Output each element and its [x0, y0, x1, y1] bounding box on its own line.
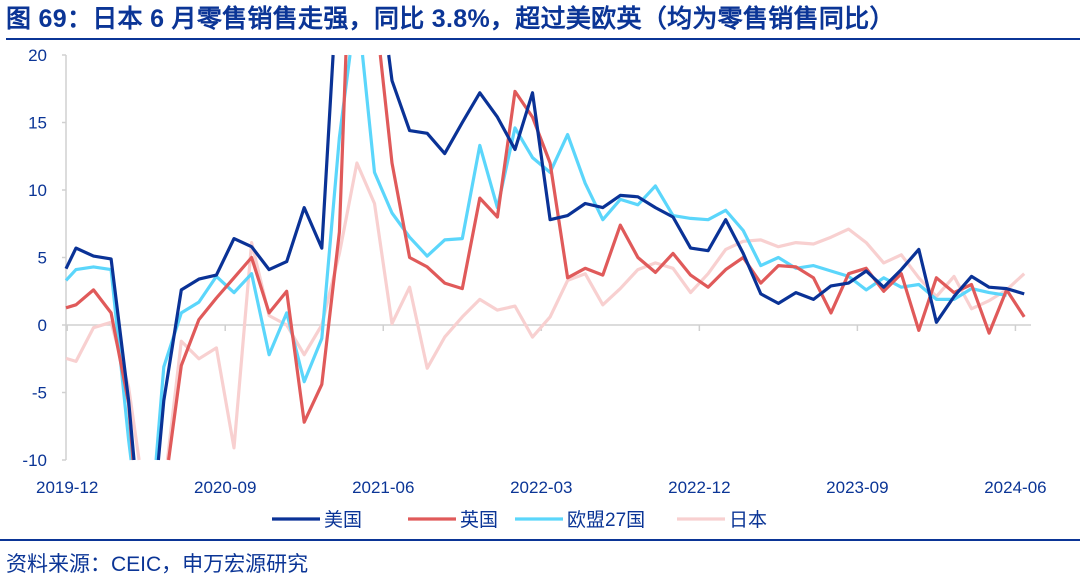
legend-label: 欧盟27国	[567, 509, 645, 531]
title-divider	[6, 38, 1080, 40]
legend-label: 日本	[729, 509, 767, 531]
axes: 20 15 10 5 0 -5 -10 2019-12 2020-09 2021-06 2022-0…	[22, 46, 1046, 497]
y-tick-label: 5	[38, 249, 47, 268]
x-tick-label: 2024-06	[984, 478, 1046, 497]
x-tick-label: 2019-12	[36, 478, 98, 497]
y-tick-label: 20	[28, 46, 47, 65]
source-note: 资料来源：CEIC，申万宏源研究	[6, 553, 309, 576]
series-line-0	[64, 54, 1025, 461]
y-tick-label: -10	[22, 451, 47, 470]
series-lines	[64, 54, 1026, 461]
x-tick-label: 2021-06	[352, 478, 414, 497]
x-tick-label: 2023-09	[826, 478, 888, 497]
y-tick-label: 15	[28, 114, 47, 133]
legend: 美国 英国 欧盟27国 日本	[272, 509, 767, 531]
legend-label: 英国	[460, 509, 498, 531]
y-tick-label: 0	[38, 316, 47, 335]
x-tick-label: 2022-12	[668, 478, 730, 497]
y-tick-label: 10	[28, 181, 47, 200]
series-line-3	[65, 161, 1026, 461]
x-tick-label: 2020-09	[194, 478, 256, 497]
y-tick-label: -5	[32, 384, 47, 403]
footer-divider	[0, 539, 1080, 541]
x-tick-label: 2022-03	[510, 478, 572, 497]
line-chart: 20 15 10 5 0 -5 -10 2019-12 2020-09 2021-06 2022-0…	[22, 46, 1046, 531]
chart-title: 图 69：日本 6 月零售销售走强，同比 3.8%，超过美欧英（均为零售销售同比…	[6, 5, 895, 33]
legend-label: 美国	[324, 509, 362, 531]
